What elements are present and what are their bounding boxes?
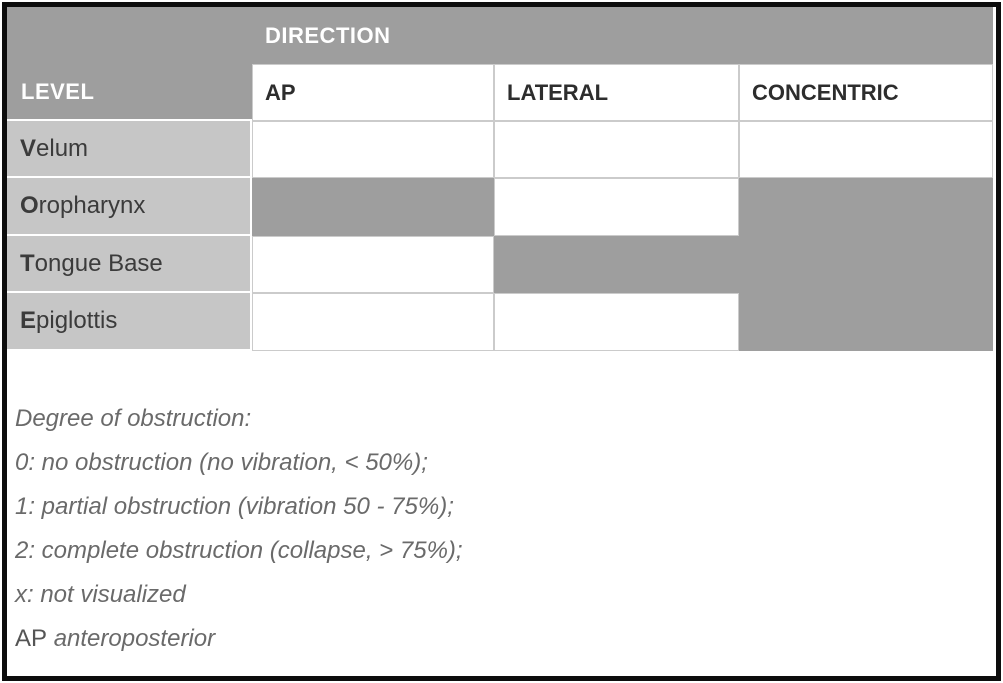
cell-epiglottis-concentric (739, 293, 993, 351)
column-header-lateral: LATERAL (494, 64, 739, 121)
abbreviation-term: AP (15, 625, 48, 652)
legend-degree-title: Degree of obstruction: (15, 405, 252, 432)
cell-oropharynx-concentric (739, 178, 993, 236)
level-header-cell: LEVEL (7, 64, 252, 121)
cell-epiglottis-ap (252, 293, 494, 351)
row-label-text: Oropharynx (20, 192, 146, 219)
column-header-concentric: CONCENTRIC (739, 64, 993, 121)
legend-degree-0: 0: no obstruction (no vibration, < 50%); (15, 449, 428, 476)
row-label-text: Epiglottis (20, 307, 118, 334)
column-header-ap: AP (252, 64, 494, 121)
level-header-label: LEVEL (21, 78, 95, 104)
legend-degree-1: 1: partial obstruction (vibration 50 - 7… (15, 493, 454, 520)
cell-epiglottis-lateral (494, 293, 739, 351)
cell-velum-concentric (739, 121, 993, 178)
legend-abbreviation: AP anteroposterior (15, 617, 986, 661)
direction-header-cell: DIRECTION (7, 7, 993, 64)
legend-degree-2: 2: complete obstruction (collapse, > 75%… (15, 537, 463, 564)
row-label-epiglottis: Epiglottis (7, 293, 252, 351)
cell-oropharynx-lateral (494, 178, 739, 236)
abbreviation-definition: anteroposterior (53, 625, 216, 652)
row-label-text: Tongue Base (20, 249, 163, 277)
legend-degree-x: x: not visualized (15, 581, 186, 608)
direction-header-label: DIRECTION (265, 22, 391, 48)
cell-tongue-base-ap (252, 236, 494, 293)
row-label-velum: Velum (7, 121, 252, 178)
row-label-text: Velum (20, 134, 89, 162)
cell-velum-lateral (494, 121, 739, 178)
cell-tongue-base-concentric (739, 236, 993, 293)
row-label-tongue-base: Tongue Base (7, 236, 252, 293)
cell-oropharynx-ap (252, 178, 494, 236)
row-label-oropharynx: Oropharynx (7, 178, 252, 236)
cell-velum-ap (252, 121, 494, 178)
vote-table: DIRECTION LEVEL AP LATERAL CONCENTRIC Ve… (7, 7, 993, 351)
cell-tongue-base-lateral (494, 236, 739, 293)
legend: Degree of obstruction: 0: no obstruction… (7, 351, 996, 661)
